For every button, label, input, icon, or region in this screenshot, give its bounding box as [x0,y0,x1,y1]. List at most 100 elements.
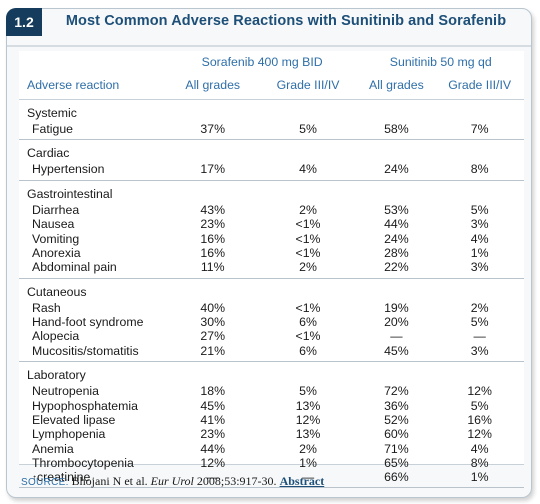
row-label: Anemia [32,441,74,456]
row-label: Hand-foot syndrome [32,315,144,330]
value-cell: 60% [384,427,409,442]
column-header-row: Adverse reaction All grades Grade III/IV… [19,69,524,100]
value-cell: 37% [166,121,259,141]
table-row: Hypertension 17% 4% 24% 8% [19,162,524,181]
value-cell: 8% [435,162,524,181]
value-cell: 28% [384,245,409,260]
value-cell: 23% [200,217,226,232]
row-label-cell: ↑ creatinine [19,470,167,489]
value-cell: 24% [384,231,409,246]
drug-header-sunitinib: Sunitinib 50 mg qd [389,55,492,69]
value-cell: 16% [200,231,226,246]
table-row: Nausea 23% <1% 44% 3% [19,217,524,231]
value-cell: 45% [200,398,226,413]
value-cell: 66% [357,470,436,489]
value-cell: 5% [258,121,358,141]
value-cell: — [473,329,486,344]
value-cell: 4% [470,441,489,456]
table-row: Lymphopenia 23% 13% 60% 12% [19,427,524,441]
value-cell: 3% [435,260,524,279]
group-name: Gastrointestinal [27,186,113,201]
value-cell: 1% [435,470,524,489]
table-row: Diarrhea 43% 2% 53% 5% [19,203,524,217]
value-cell: 43% [200,203,226,218]
row-label-cell: Anorexia [19,246,167,260]
row-label: Nausea [32,217,75,232]
table-row: Thrombocytopenia 12% 1% 65% 8% [19,456,524,470]
value-cell: 41% [200,412,226,427]
row-label-cell: Neutropenia [19,384,167,398]
value-cell: — [166,470,259,489]
group-header-laboratory: Laboratory [19,362,524,385]
row-label-cell: Abdominal pain [19,260,167,279]
row-label: Alopecia [32,329,80,344]
row-label-cell: Hypophosphatemia [19,399,167,413]
abstract-link[interactable]: Abstract [279,474,325,488]
table-row: Alopecia 27% <1% — — [19,329,524,343]
value-cell: 20% [384,315,409,330]
group-header-cutaneous: Cutaneous [19,278,524,301]
value-cell: 44% [384,217,409,232]
value-cell: 53% [384,203,409,218]
table-row: Elevated lipase 41% 12% 52% 16% [19,413,524,427]
row-label: Mucositis/stomatitis [32,343,139,358]
table-row: Hypophosphatemia 45% 13% 36% 5% [19,399,524,413]
value-cell: <1% [295,245,321,260]
value-cell: 8% [470,455,489,470]
row-label-cell: Alopecia [19,329,167,343]
value-cell: 3% [435,343,524,363]
adverse-reactions-table: Sorafenib 400 mg BID Sunitinib 50 mg qd … [19,51,524,489]
column-header-sorafenib-grade: Grade III/IV [258,69,358,100]
source-details: 2008;53:917-30. [196,474,277,488]
value-cell: 12% [295,412,321,427]
value-cell: 4% [470,231,489,246]
value-cell: 30% [200,315,226,330]
value-cell: 45% [357,343,436,363]
row-label: Fatigue [32,121,74,136]
row-label-cell: Hypertension [19,162,167,181]
value-cell: 22% [357,260,436,279]
figure-number-badge: 1.2 [6,8,42,36]
value-cell: 71% [384,441,409,456]
value-cell: 5% [470,203,489,218]
table-row: Rash 40% <1% 19% 2% [19,301,524,315]
value-cell: 18% [200,384,226,399]
row-label: Rash [32,300,61,315]
row-label: Hypertension [32,162,105,177]
table-row: Hand-foot syndrome 30% 6% 20% 5% [19,315,524,329]
value-cell: 72% [384,384,409,399]
value-cell: 21% [166,343,259,363]
row-label-cell: Vomiting [19,232,167,246]
row-label: Anorexia [32,245,81,260]
table-row: Abdominal pain 11% 2% 22% 3% [19,260,524,279]
row-label: Diarrhea [32,203,80,218]
value-cell: 2% [470,300,489,315]
row-label-cell: Elevated lipase [19,413,167,427]
column-header-sunitinib-all: All grades [357,69,436,100]
row-label-cell: Fatigue [19,121,167,141]
column-header-sunitinib-grade: Grade III/IV [435,69,524,100]
value-cell: 4% [258,162,358,181]
source-authors: Bhojani N et al. [71,474,148,488]
row-label-cell: Thrombocytopenia [19,456,167,470]
row-label-cell: Rash [19,301,167,315]
row-label: Vomiting [32,231,80,246]
value-cell: 11% [166,260,259,279]
value-cell: 5% [299,384,317,399]
table-row: ↑ creatinine — —66% 1% [19,470,524,489]
column-header-adverse-reaction: Adverse reaction [19,69,167,100]
value-cell: 36% [384,398,409,413]
value-cell: — [258,470,358,489]
value-cell: <1% [295,300,321,315]
drug-header-sorafenib: Sorafenib 400 mg BID [201,55,323,69]
value-cell: 7% [435,121,524,141]
value-cell: 27% [200,329,226,344]
value-cell: 2% [299,203,317,218]
group-name: Cutaneous [27,284,87,299]
value-cell: 24% [357,162,436,181]
value-cell: 2% [299,441,317,456]
value-cell: <1% [295,231,321,246]
value-cell: 6% [299,315,317,330]
figure-title: Most Common Adverse Reactions with Sunit… [65,13,507,29]
row-label: Lymphopenia [32,427,106,442]
